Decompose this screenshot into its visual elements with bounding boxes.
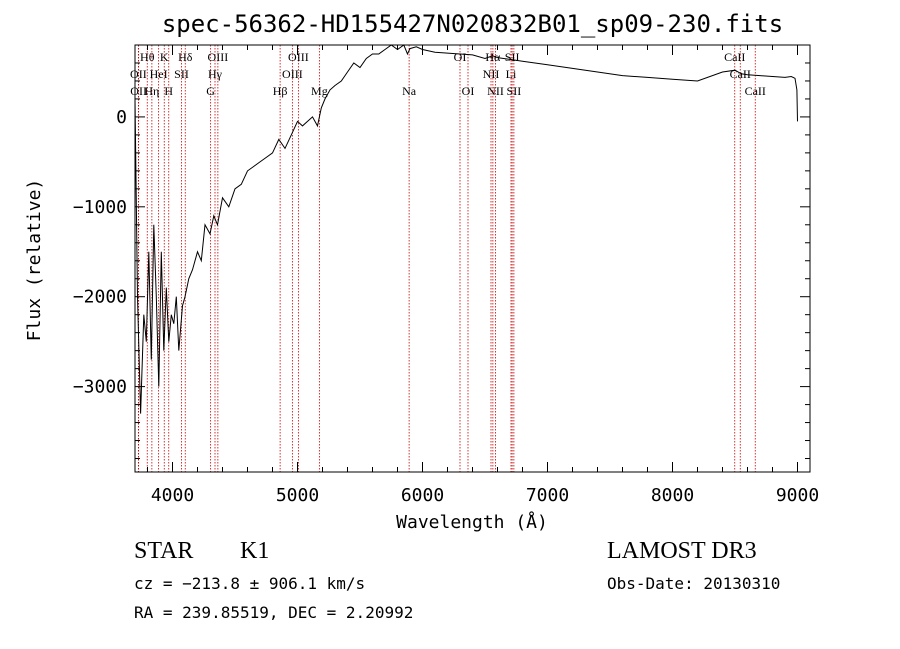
emission-line-label: OII [130, 84, 147, 98]
chart-title: spec-56362-HD155427N020832B01_sp09-230.f… [161, 10, 784, 38]
emission-line-label: Na [402, 84, 417, 98]
emission-line-label: OII [130, 67, 147, 81]
spectrum-line [134, 44, 798, 414]
spectral-subclass: K1 [240, 538, 270, 564]
emission-line-label: Hα [485, 50, 501, 64]
plot-frame [134, 44, 811, 473]
emission-line-label: Hδ [178, 50, 193, 64]
x-tick-label: 7000 [526, 485, 569, 506]
emission-line-label: Hβ [273, 84, 288, 98]
object-type: STAR [134, 538, 194, 564]
emission-line-label: Hθ [140, 50, 155, 64]
emission-line-label: NII [483, 67, 500, 81]
emission-line-label: OI [454, 50, 467, 64]
y-axis-label: Flux (relative) [24, 179, 45, 342]
emission-line-label: SII [505, 50, 520, 64]
emission-line-label: Mg [311, 84, 328, 98]
y-tick-label: −3000 [73, 377, 127, 398]
emission-line-label: CaII [730, 67, 751, 81]
emission-line-label: SII [174, 67, 189, 81]
y-tick-label: 0 [116, 107, 127, 128]
survey-name: LAMOST DR3 [607, 538, 757, 564]
emission-line-label: CaII [745, 84, 766, 98]
x-tick-label: 4000 [151, 485, 194, 506]
emission-line-label: OIII [282, 67, 303, 81]
emission-line-markers [137, 45, 756, 472]
x-tick-label: 5000 [276, 485, 319, 506]
x-tick-label: 9000 [776, 485, 819, 506]
emission-line-label: OI [462, 84, 475, 98]
emission-line-labels: Hθ K Hδ OIII OIII OI Hα SII CaII OII HeI SII Hγ OIII N… [130, 50, 766, 98]
x-axis-label: Wavelength (Å) [396, 511, 548, 533]
emission-line-label: CaII [724, 50, 745, 64]
y-tick-label: −1000 [73, 197, 127, 218]
x-tick-label: 6000 [401, 485, 444, 506]
emission-line-label: Hγ [208, 67, 223, 81]
x-tick-label: 8000 [651, 485, 694, 506]
emission-line-label: OIII [288, 50, 309, 64]
emission-line-label: SII [507, 84, 522, 98]
emission-line-label: Hη [144, 84, 159, 98]
y-tick-label: −2000 [73, 287, 127, 308]
emission-line-label: K [160, 50, 169, 64]
emission-line-label: OIII [208, 50, 229, 64]
emission-line-label: Li [506, 67, 517, 81]
emission-line-label: H [164, 84, 173, 98]
emission-line-label: HeI [150, 67, 168, 81]
ra-dec-coordinates: RA = 239.85519, DEC = 2.20992 [134, 603, 414, 622]
axis-ticks: 4000 5000 6000 7000 8000 9000 0 −1000 −2000 −3000 [73, 45, 819, 506]
observation-date: Obs-Date: 20130310 [607, 574, 781, 593]
redshift-cz: cz = −213.8 ± 906.1 km/s [134, 574, 366, 593]
emission-line-label: NII [487, 84, 504, 98]
emission-line-label: G [206, 84, 215, 98]
